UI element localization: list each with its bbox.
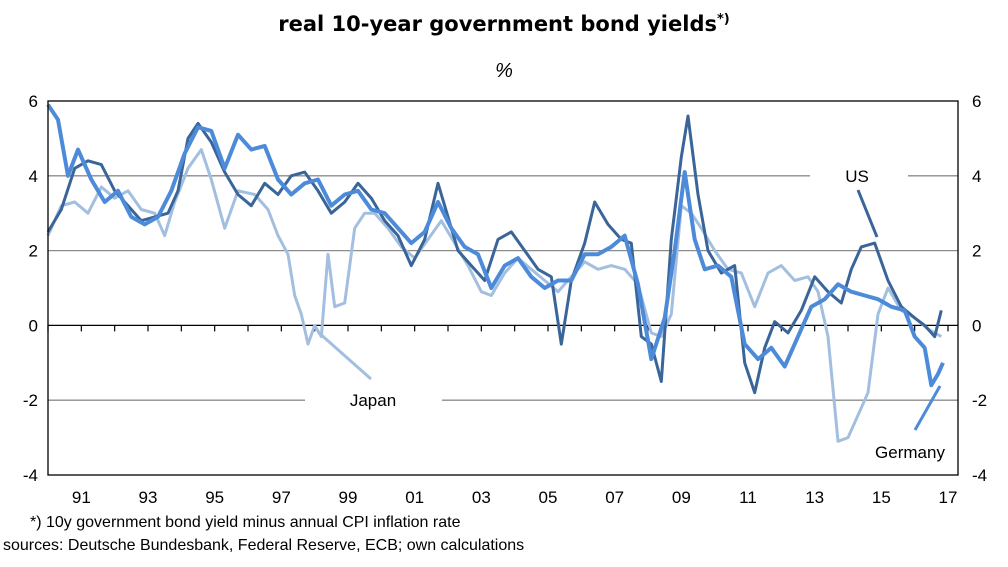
y-tick-label-right: -2: [972, 391, 987, 410]
x-tick-label: 05: [539, 488, 558, 507]
x-tick-label: 11: [739, 488, 757, 507]
sources-note: sources: Deutsche Bundesbank, Federal Re…: [3, 537, 525, 554]
japan-label-box: [305, 386, 442, 415]
y-tick-label-left: 2: [29, 242, 38, 261]
y-tick-label-right: 2: [972, 242, 981, 261]
plot-area-frame: [47, 100, 959, 476]
x-tick-label: 09: [672, 488, 691, 507]
germany-label-box: [857, 437, 963, 465]
y-tick-label-right: 6: [972, 92, 981, 111]
unit-label: %: [495, 60, 513, 82]
x-tick-label: 15: [872, 488, 891, 507]
x-tick-label: 97: [272, 488, 291, 507]
y-tick-label-left: -4: [23, 466, 38, 485]
chart-title-footnote-mark: *): [716, 12, 730, 27]
y-tick-label-right: 4: [972, 167, 981, 186]
footnote: *) 10y government bond yield minus annua…: [30, 514, 461, 531]
x-tick-label: 91: [72, 488, 91, 507]
y-tick-label-left: -2: [23, 391, 38, 410]
us-label-box: [810, 161, 908, 190]
x-tick-label: 99: [339, 488, 358, 507]
series-label-japan: Japan: [350, 391, 396, 410]
y-tick-label-right: -4: [972, 466, 987, 485]
us-leader-line: [856, 189, 879, 238]
x-tick-label: 03: [472, 488, 491, 507]
x-tick-label: 13: [805, 488, 824, 507]
series-line-germany: [46, 103, 945, 388]
series-label-us: US: [845, 167, 869, 186]
y-tick-label-right: 0: [972, 316, 981, 335]
series-label-germany: Germany: [875, 443, 945, 462]
chart-title: real 10-year government bond yields*): [0, 12, 1008, 36]
x-tick-label: 95: [205, 488, 224, 507]
x-tick-label: 01: [405, 488, 424, 507]
chart-title-text: real 10-year government bond yields: [278, 12, 717, 36]
y-tick-label-left: 0: [29, 316, 38, 335]
x-tick-label: 17: [939, 488, 958, 507]
y-tick-label-left: 4: [29, 167, 38, 186]
x-tick-label: 07: [605, 488, 624, 507]
japan-leader-line: [317, 330, 372, 381]
germany-leader-line: [913, 385, 942, 431]
y-tick-label-left: 6: [29, 92, 38, 111]
x-tick-label: 93: [139, 488, 158, 507]
series-line-japan: [46, 148, 943, 443]
